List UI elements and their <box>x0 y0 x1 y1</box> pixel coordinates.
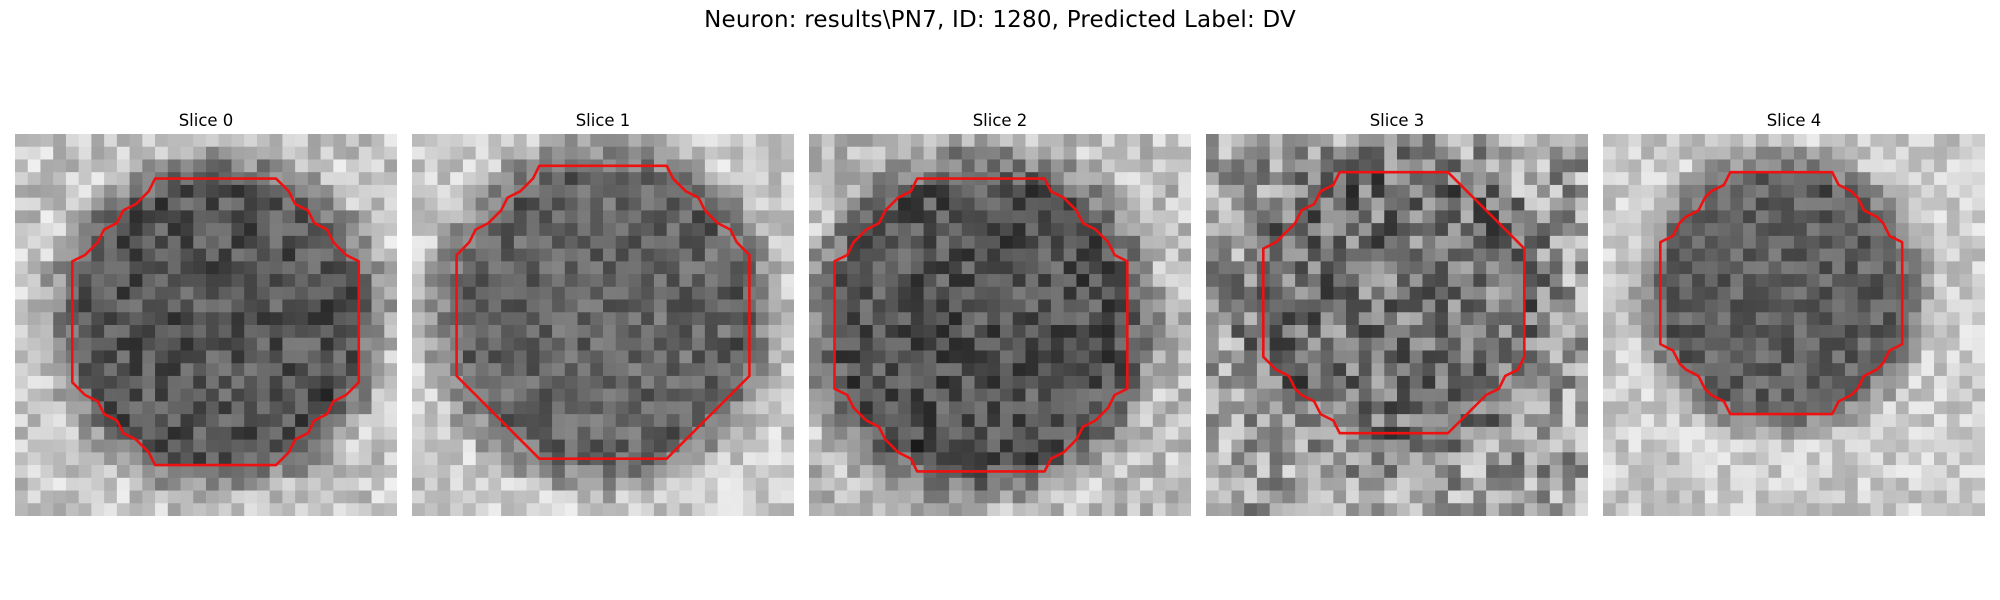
segmentation-contour <box>1261 170 1526 435</box>
slice-title: Slice 0 <box>178 111 234 130</box>
segmentation-contour <box>1658 170 1904 416</box>
slice-image-4 <box>1603 134 1985 516</box>
slice-title: Slice 3 <box>1369 111 1425 130</box>
slice-image-1 <box>412 134 794 516</box>
slice-image-0 <box>15 134 397 516</box>
pixel-grid <box>1603 134 1985 516</box>
slice-panel-3: Slice 3 <box>1206 108 1588 516</box>
segmentation-contour <box>70 177 361 467</box>
pixel-grid <box>15 134 397 516</box>
pixel-grid <box>1206 134 1588 516</box>
pixel-grid <box>809 134 1191 516</box>
slice-title: Slice 2 <box>972 111 1028 130</box>
segmentation-contour <box>833 177 1129 473</box>
segmentation-contour <box>455 164 751 461</box>
slice-image-3 <box>1206 134 1588 516</box>
slice-title: Slice 4 <box>1766 111 1822 130</box>
figure-title: Neuron: results\PN7, ID: 1280, Predicted… <box>704 7 1296 33</box>
slice-panel-0: Slice 0 <box>15 108 397 516</box>
slice-panel-1: Slice 1 <box>412 108 794 516</box>
slice-panel-4: Slice 4 <box>1603 108 1985 516</box>
slice-title: Slice 1 <box>575 111 631 130</box>
slice-panel-2: Slice 2 <box>809 108 1191 516</box>
slice-image-2 <box>809 134 1191 516</box>
